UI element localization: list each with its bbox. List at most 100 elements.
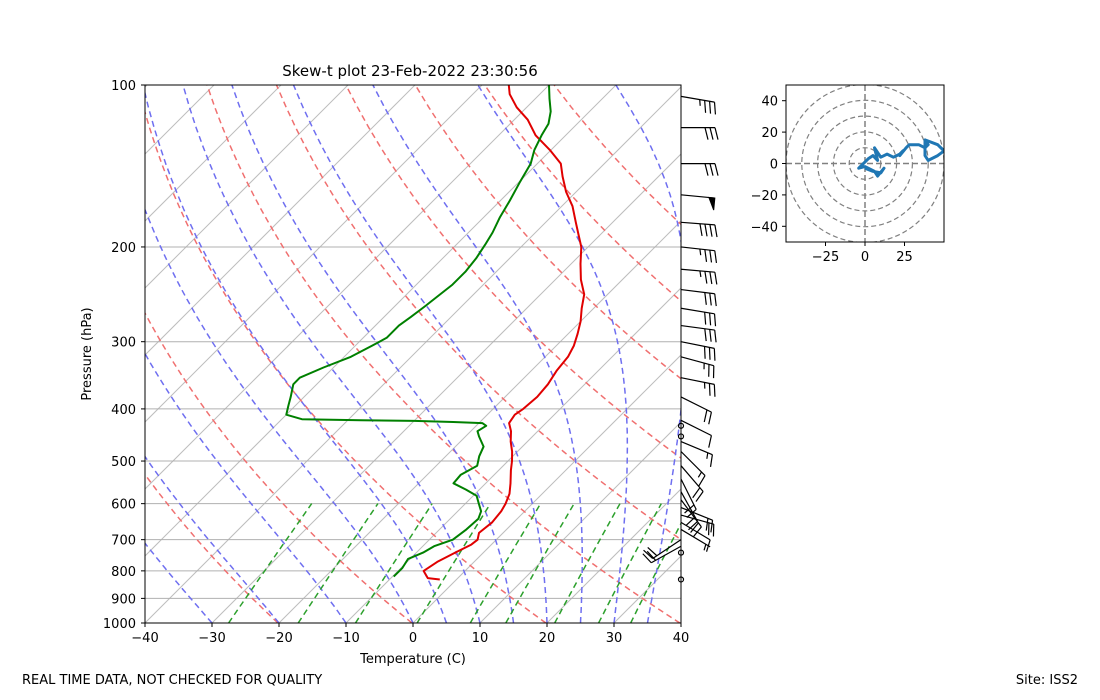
wind-barb <box>680 324 717 343</box>
dry-adiabat-line <box>145 473 279 623</box>
hodo-y-tick-label: 40 <box>761 95 778 110</box>
hodo-x-tick-label: 25 <box>896 250 913 265</box>
x-tick-label: 20 <box>539 631 556 646</box>
isotherm-line <box>479 421 681 623</box>
wind-barb <box>680 451 706 487</box>
y-tick-label: 900 <box>111 592 136 607</box>
hodo-y-tick-label: 20 <box>761 126 778 141</box>
hodo-y-tick-label: 0 <box>770 158 778 173</box>
hodograph-plot: −25 0 25 −40 −20 0 20 40 <box>751 84 945 265</box>
mixing-ratio-line <box>416 503 492 623</box>
skewt-x-label: Temperature (C) <box>359 652 466 667</box>
moist-adiabat-line <box>145 207 414 623</box>
wind-barb <box>680 521 711 552</box>
mixing-ratio-line <box>354 503 433 623</box>
isotherm-line <box>680 622 681 623</box>
moist-adiabat-line <box>231 85 515 623</box>
isotherm-line <box>211 153 681 623</box>
wind-barb <box>680 506 714 533</box>
hodograph-line <box>857 138 944 178</box>
moist-adiabat-line <box>145 542 213 623</box>
skewt-y-label: Pressure (hPa) <box>80 307 95 400</box>
wind-barb <box>680 491 699 531</box>
x-tick-label: 30 <box>606 631 623 646</box>
hodo-x-tick-label: 0 <box>861 250 869 265</box>
y-tick-label: 300 <box>111 336 136 351</box>
wind-barb <box>680 221 718 238</box>
skewt-plot: Skew-t plot 23-Feb-2022 23:30:56 −40 −30 −… <box>0 62 719 667</box>
y-tick-label: 100 <box>111 79 136 94</box>
isotherm-line <box>145 85 349 289</box>
wind-barbs <box>642 95 719 583</box>
dry-adiabat-line <box>553 85 681 226</box>
y-tick-label: 600 <box>111 498 136 513</box>
isotherm-line <box>345 287 681 623</box>
isotherm-line <box>145 85 282 222</box>
hodograph-x-axis: −25 0 25 <box>812 242 913 265</box>
moist-adiabat-line <box>615 85 681 623</box>
isotherm-line <box>145 85 617 557</box>
mixing-ratio-line <box>554 503 621 623</box>
mixing-ratio-line <box>297 503 379 623</box>
hodograph-y-axis: −40 −20 0 20 40 <box>751 95 786 235</box>
isotherm-line <box>0 85 80 623</box>
wind-barb <box>680 341 716 361</box>
dry-adiabat-line <box>145 311 413 623</box>
skewt-x-axis: −40 −30 −20 −10 0 10 20 30 40 <box>131 623 689 646</box>
x-tick-label: −40 <box>131 631 158 646</box>
wind-barb <box>680 396 712 425</box>
moist-adiabat-line <box>292 85 548 623</box>
dry-adiabat-line <box>145 109 547 623</box>
y-tick-label: 200 <box>111 241 136 256</box>
x-tick-label: −30 <box>198 631 225 646</box>
y-tick-label: 400 <box>111 403 136 418</box>
dry-adiabat-line <box>414 85 681 380</box>
y-tick-label: 500 <box>111 455 136 470</box>
hodo-y-tick-label: −20 <box>751 189 778 204</box>
hodograph-rings <box>786 85 944 242</box>
temperature-profile-line <box>422 85 586 581</box>
wind-barb <box>680 356 715 379</box>
isotherm-line <box>145 85 416 356</box>
isotherm-line <box>145 85 215 155</box>
isotherm-line <box>145 86 681 623</box>
wind-barb <box>680 268 718 285</box>
wind-barb <box>680 419 712 448</box>
wind-barb <box>680 465 704 502</box>
wind-barb <box>643 539 682 560</box>
isotherm-line <box>278 220 681 623</box>
wind-barb <box>680 288 717 307</box>
hodograph-trace <box>857 138 944 178</box>
skewt-reference-lines <box>0 85 681 623</box>
quality-disclaimer: REAL TIME DATA, NOT CHECKED FOR QUALITY <box>22 673 323 688</box>
isotherm-line <box>412 354 681 623</box>
wind-barb <box>680 478 697 518</box>
y-tick-label: 800 <box>111 565 136 580</box>
hodo-y-tick-label: −40 <box>751 220 778 235</box>
wind-barb <box>680 377 716 397</box>
x-tick-label: −10 <box>332 631 359 646</box>
wind-barb <box>680 194 716 211</box>
moist-adiabat-line <box>182 85 481 623</box>
dry-adiabat-line <box>275 85 681 541</box>
hodograph-ring <box>801 99 929 228</box>
wind-barb <box>680 95 717 115</box>
dewpoint-profile-line <box>285 85 552 578</box>
x-tick-label: 0 <box>409 631 417 646</box>
x-tick-label: 10 <box>472 631 489 646</box>
skewt-title: Skew-t plot 23-Feb-2022 23:30:56 <box>282 62 538 80</box>
mixing-ratio-line <box>469 503 542 623</box>
dry-adiabat-line <box>345 85 681 459</box>
wind-barb <box>642 545 682 564</box>
skewt-y-axis: 1000 900 800 700 600 500 400 300 200 100 <box>103 79 145 632</box>
wind-barb <box>680 246 718 264</box>
moist-adiabat-line <box>145 455 280 623</box>
moist-adiabat-line <box>477 85 629 623</box>
isotherm-line <box>145 85 483 423</box>
dry-adiabat-line <box>206 85 681 623</box>
site-label: Site: ISS2 <box>1015 673 1078 688</box>
wind-barb <box>680 441 713 467</box>
wind-barb <box>681 126 719 140</box>
dry-adiabat-line <box>484 85 681 302</box>
